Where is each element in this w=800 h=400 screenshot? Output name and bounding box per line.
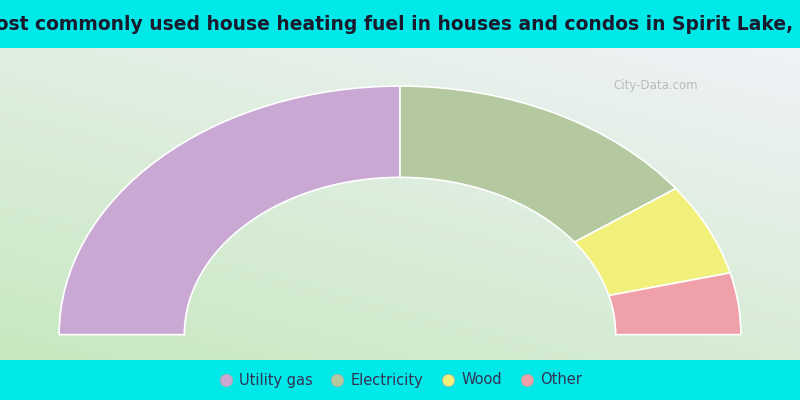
Wedge shape bbox=[400, 86, 676, 242]
Legend: Utility gas, Electricity, Wood, Other: Utility gas, Electricity, Wood, Other bbox=[213, 367, 587, 393]
Wedge shape bbox=[574, 188, 730, 296]
Wedge shape bbox=[59, 86, 400, 335]
Text: Most commonly used house heating fuel in houses and condos in Spirit Lake, ID: Most commonly used house heating fuel in… bbox=[0, 14, 800, 34]
Wedge shape bbox=[609, 273, 741, 335]
Text: City-Data.com: City-Data.com bbox=[614, 79, 698, 92]
